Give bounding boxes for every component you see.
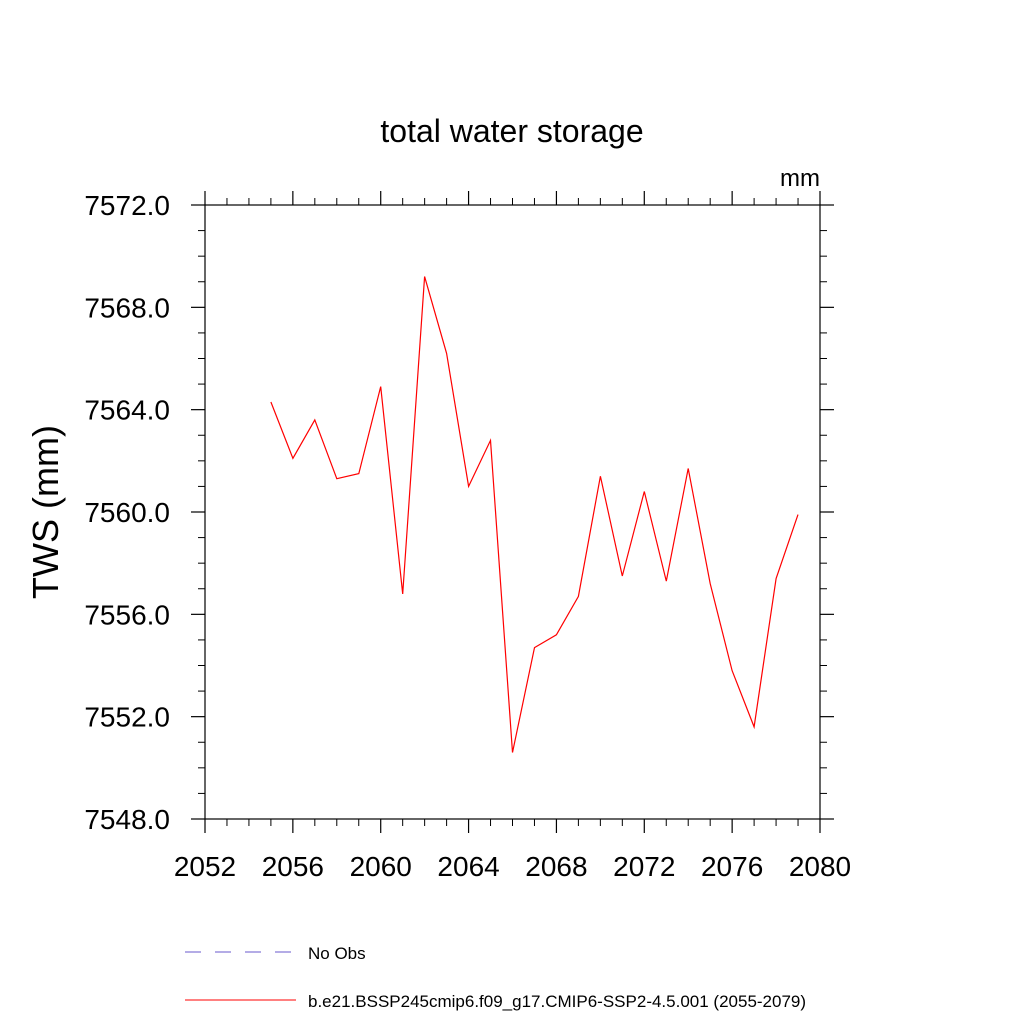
data-point xyxy=(490,440,491,441)
data-point xyxy=(622,575,623,576)
data-point xyxy=(358,473,359,474)
y-tick-label: 7556.0 xyxy=(84,599,170,630)
x-tick-label: 2076 xyxy=(701,851,763,882)
data-point xyxy=(666,581,667,582)
data-point xyxy=(336,478,337,479)
y-tick-label: 7548.0 xyxy=(84,804,170,835)
legend: No Obs b.e21.BSSP245cmip6.f09_g17.CMIP6-S… xyxy=(185,944,806,1011)
data-point xyxy=(402,593,403,594)
x-tick-label: 2052 xyxy=(174,851,236,882)
data-point xyxy=(424,276,425,277)
x-tick-label: 2068 xyxy=(525,851,587,882)
data-point xyxy=(600,476,601,477)
y-tick-label: 7568.0 xyxy=(84,292,170,323)
data-point xyxy=(534,647,535,648)
series-line xyxy=(270,276,799,753)
x-tick-label: 2060 xyxy=(350,851,412,882)
data-point xyxy=(732,670,733,671)
axis-ticks xyxy=(191,191,834,833)
data-point xyxy=(644,491,645,492)
y-tick-label: 7560.0 xyxy=(84,497,170,528)
chart-title: total water storage xyxy=(380,113,643,149)
x-tick-label: 2080 xyxy=(789,851,851,882)
units-label: mm xyxy=(780,165,820,192)
data-point xyxy=(270,401,271,402)
plot-frame xyxy=(204,204,821,820)
data-point xyxy=(578,596,579,597)
series-lines xyxy=(270,276,799,753)
data-point xyxy=(688,468,689,469)
data-point xyxy=(292,458,293,459)
y-tick-label: 7564.0 xyxy=(84,395,170,426)
data-point xyxy=(314,419,315,420)
data-point xyxy=(446,353,447,354)
x-tick-label: 2064 xyxy=(437,851,499,882)
data-point xyxy=(556,634,557,635)
data-point xyxy=(512,752,513,753)
data-point xyxy=(776,578,777,579)
data-point xyxy=(468,486,469,487)
data-point xyxy=(797,514,798,515)
y-tick-label: 7552.0 xyxy=(84,702,170,733)
legend-label: No Obs xyxy=(308,944,366,963)
data-point xyxy=(380,386,381,387)
legend-label: b.e21.BSSP245cmip6.f09_g17.CMIP6-SSP2-4.… xyxy=(308,992,806,1011)
y-axis-label: TWS (mm) xyxy=(25,425,66,599)
data-point xyxy=(754,726,755,727)
x-tick-label: 2056 xyxy=(262,851,324,882)
tick-labels: 2052 2056 2060 2064 2068 2072 2076 2080 7548.0 75… xyxy=(84,190,851,882)
y-tick-label: 7572.0 xyxy=(84,190,170,221)
x-tick-label: 2072 xyxy=(613,851,675,882)
data-point xyxy=(710,583,711,584)
